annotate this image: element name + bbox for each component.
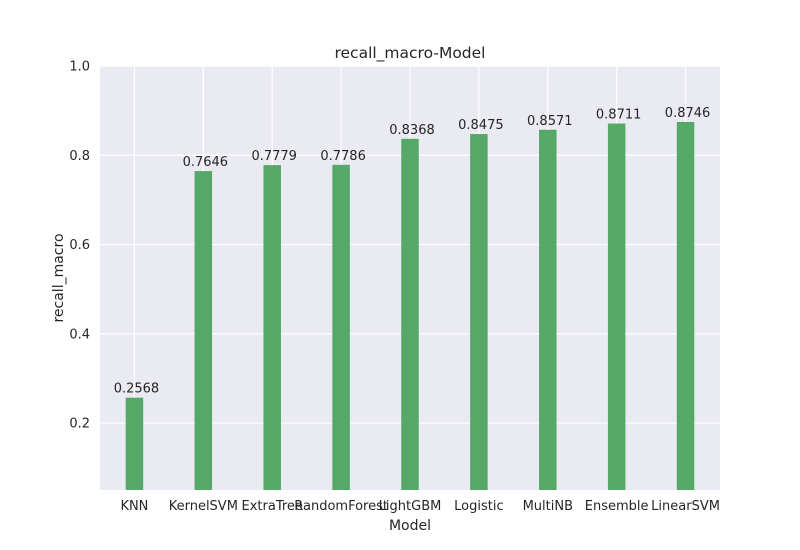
data-label: 0.7779	[251, 149, 297, 164]
data-labels-group: 0.2568 0.7646 0.7779 0.7786 0.8368 0.8475 0.85…	[114, 106, 711, 397]
bar-randomforest	[332, 164, 350, 490]
y-tick-label: 1.0	[69, 60, 90, 75]
y-tick-labels: 0.2 0.4 0.6 0.8 1.0	[69, 60, 90, 432]
x-tick-label: KNN	[120, 499, 148, 514]
x-tick-label: RandomForest	[294, 499, 388, 514]
x-tick-labels: KNN KernelSVM ExtraTreeRandomForestLightGB…	[120, 499, 719, 514]
bar-multinb	[539, 129, 557, 491]
data-label: 0.8368	[389, 123, 435, 138]
bar-extratree	[263, 165, 281, 490]
bars-group	[125, 121, 695, 491]
data-label: 0.8475	[458, 118, 504, 133]
x-tick-label: Logistic	[454, 499, 503, 514]
data-label: 0.2568	[114, 382, 160, 397]
data-label: 0.7786	[320, 149, 366, 164]
x-tick-label: LightGBM	[379, 499, 442, 514]
data-label: 0.8571	[527, 114, 573, 129]
x-tick-label: ExtraTree	[242, 499, 303, 514]
y-axis-label: recall_macro	[51, 233, 67, 322]
x-tick-label: KernelSVM	[169, 499, 238, 514]
x-tick-label: MultiNB	[523, 499, 573, 514]
bar-kernelsvm	[194, 171, 213, 490]
bar-logistic	[470, 134, 488, 490]
bar-ensemble	[607, 123, 626, 491]
y-tick-label: 0.6	[69, 238, 90, 253]
bar-knn	[125, 397, 144, 490]
chart-title: recall_macro-Model	[334, 44, 485, 63]
x-tick-label: Ensemble	[585, 499, 649, 514]
x-tick-label: LinearSVM	[651, 499, 720, 514]
y-tick-label: 0.8	[69, 149, 90, 164]
data-label: 0.8711	[596, 108, 642, 123]
y-tick-label: 0.2	[69, 417, 90, 432]
x-axis-label: Model	[389, 518, 431, 534]
bar-lightgbm	[401, 138, 419, 490]
bar-linearsvm	[676, 121, 695, 490]
y-tick-label: 0.4	[69, 327, 90, 342]
data-label: 0.8746	[665, 106, 711, 121]
data-label: 0.7646	[183, 155, 229, 170]
